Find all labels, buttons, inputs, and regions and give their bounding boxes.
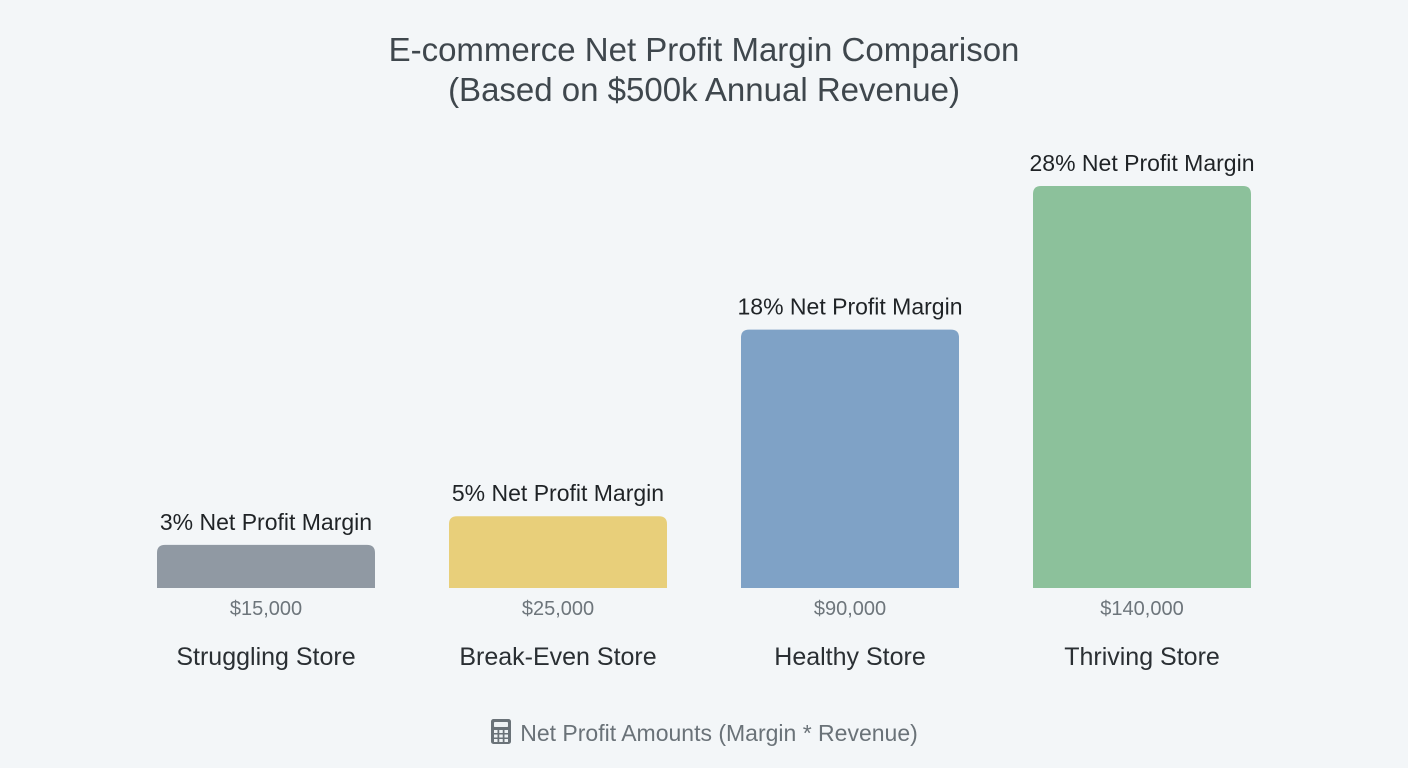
category-label-4: Thriving Store: [1064, 643, 1220, 671]
bar-margin-label-1: 3% Net Profit Margin: [160, 509, 372, 535]
footnote: Net Profit Amounts (Margin * Revenue): [0, 716, 1408, 750]
bar-value-label-2: $25,000: [522, 598, 594, 620]
chart-title-line-1: E-commerce Net Profit Margin Comparison: [388, 31, 1020, 68]
bar-value-label-3: $90,000: [814, 598, 886, 620]
bar-2: [449, 516, 667, 588]
bar-margin-label-4: 28% Net Profit Margin: [1030, 150, 1255, 176]
category-label-3: Healthy Store: [774, 643, 925, 671]
chart-title-line-2: (Based on $500k Annual Revenue): [448, 71, 960, 108]
bar-value-label-4: $140,000: [1100, 598, 1183, 620]
footnote-text: Net Profit Amounts (Margin * Revenue): [520, 720, 918, 746]
bar-3: [741, 329, 959, 588]
bar-value-label-1: $15,000: [230, 598, 302, 620]
bar-4: [1033, 186, 1251, 588]
bar-margin-label-3: 18% Net Profit Margin: [738, 294, 963, 320]
bar-1: [157, 544, 375, 588]
category-label-2: Break-Even Store: [459, 643, 656, 671]
category-label-1: Struggling Store: [176, 643, 355, 671]
bar-margin-label-2: 5% Net Profit Margin: [452, 480, 664, 506]
calculator-icon: [491, 719, 512, 744]
